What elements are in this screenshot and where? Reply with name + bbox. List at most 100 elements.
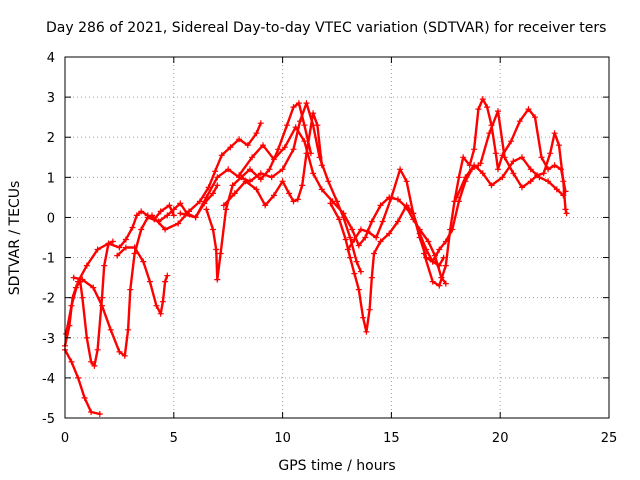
series-4-point-16 <box>177 200 184 207</box>
series-11 <box>327 200 447 335</box>
series-8-point-7 <box>229 182 236 189</box>
y-axis-label: SDTVAR / TECUs <box>7 181 23 296</box>
series-15-point-14 <box>562 206 569 213</box>
series-8-point-9 <box>247 166 253 173</box>
series-7 <box>177 100 364 275</box>
series-2-point-12 <box>101 262 108 269</box>
series-3-point-15 <box>166 202 173 209</box>
series-4-point-10 <box>131 250 138 257</box>
series-10-point-1 <box>236 172 243 179</box>
series-12-point-6 <box>379 218 386 225</box>
series-15 <box>477 108 570 217</box>
x-axis-label: GPS time / hours <box>278 458 395 474</box>
series-11-point-7 <box>360 314 367 321</box>
series-7-point-10 <box>279 166 286 173</box>
series-5-point-2 <box>122 244 129 251</box>
series-8-point-14 <box>290 104 297 111</box>
series-11-point-9 <box>366 306 373 313</box>
series-14-point-3 <box>471 162 478 169</box>
series-13-point-12 <box>479 96 486 103</box>
series-11-point-12 <box>377 238 384 245</box>
series-3-point-2 <box>68 302 75 309</box>
series-3-point-16 <box>170 212 177 219</box>
series-3-point-6 <box>105 240 112 247</box>
series-3-line <box>64 204 175 335</box>
series-8-point-12 <box>275 146 282 153</box>
series-13-point-5 <box>447 226 454 233</box>
series-15-point-9 <box>540 170 547 177</box>
x-tick-label-20: 20 <box>492 431 509 446</box>
series-6-point-1 <box>149 212 155 219</box>
series-15-point-2 <box>486 130 493 137</box>
series-14-point-4 <box>479 170 486 177</box>
series-7-point-9 <box>268 174 275 181</box>
series-15-point-11 <box>551 130 558 137</box>
series-7-point-11 <box>290 146 297 153</box>
series-9-point-5 <box>262 202 269 209</box>
series-4-point-11 <box>138 226 145 233</box>
series-14-point-9 <box>527 166 534 173</box>
series-1 <box>62 346 103 417</box>
series-9-point-11 <box>299 182 306 189</box>
chart-title: Day 286 of 2021, Sidereal Day-to-day VTE… <box>46 20 606 36</box>
series-14-point-2 <box>462 174 469 181</box>
series-8-point-10 <box>257 176 264 183</box>
series-13-point-7 <box>455 174 462 181</box>
series-1-point-3 <box>75 374 82 381</box>
series-9-point-14 <box>314 122 321 129</box>
series-5-point-5 <box>146 278 153 285</box>
series-5-point-1 <box>114 252 121 259</box>
series-4-point-7 <box>121 352 128 359</box>
series-13-point-6 <box>451 198 458 205</box>
x-tick-label-25: 25 <box>601 431 618 446</box>
series-9-point-6 <box>270 192 277 199</box>
series-13-point-8 <box>460 154 467 161</box>
series-10-line <box>237 126 447 285</box>
series-9-point-10 <box>294 196 301 203</box>
series-7-point-21 <box>357 268 364 275</box>
series-9-point-3 <box>242 178 249 185</box>
series-4-point-3 <box>90 284 97 291</box>
series-3-point-4 <box>83 262 90 269</box>
series-12-point-14 <box>436 246 443 253</box>
series-4-point-6 <box>116 348 123 355</box>
series-6-point-13 <box>257 120 264 127</box>
x-tick-label-0: 0 <box>61 431 69 446</box>
series-12-point-2 <box>351 236 358 243</box>
series-10-point-4 <box>270 156 277 163</box>
series-14-point-12 <box>553 186 560 193</box>
x-tick-label-15: 15 <box>383 431 400 446</box>
series-7-point-4 <box>214 174 221 181</box>
series-10-point-3 <box>260 142 266 149</box>
series-14-point-11 <box>545 178 552 185</box>
series-10-point-22 <box>425 238 432 245</box>
series-12-point-7 <box>388 194 395 201</box>
series-5-point-7 <box>157 310 164 317</box>
series-1-point-2 <box>68 358 75 365</box>
series-5-point-6 <box>153 302 160 309</box>
series-12-point-3 <box>357 226 364 233</box>
series-15-point-4 <box>501 154 508 161</box>
series-10-point-5 <box>281 144 288 151</box>
series-7-point-1 <box>177 210 184 217</box>
series-11-point-11 <box>371 250 377 257</box>
series-11-point-1 <box>327 200 334 207</box>
series-15-point-13 <box>560 178 567 185</box>
series-11-point-20 <box>436 262 443 269</box>
series-13-point-22 <box>538 154 545 161</box>
series-11-point-3 <box>342 236 349 243</box>
series-13-point-3 <box>436 282 443 289</box>
series-12-point-5 <box>373 234 380 241</box>
series-4-point-8 <box>125 326 132 333</box>
series-13-point-10 <box>471 146 478 153</box>
series-8-point-2 <box>210 226 216 233</box>
series-4-point-12 <box>144 214 151 221</box>
series-10-point-11 <box>340 210 347 217</box>
series-1-point-4 <box>81 394 88 401</box>
series-4-point-2 <box>79 276 86 283</box>
series-10-point-13 <box>355 242 362 249</box>
series-11-point-4 <box>347 254 354 261</box>
series-6-point-7 <box>212 168 219 175</box>
series-6-point-2 <box>162 226 169 233</box>
series-15-line <box>479 109 568 215</box>
